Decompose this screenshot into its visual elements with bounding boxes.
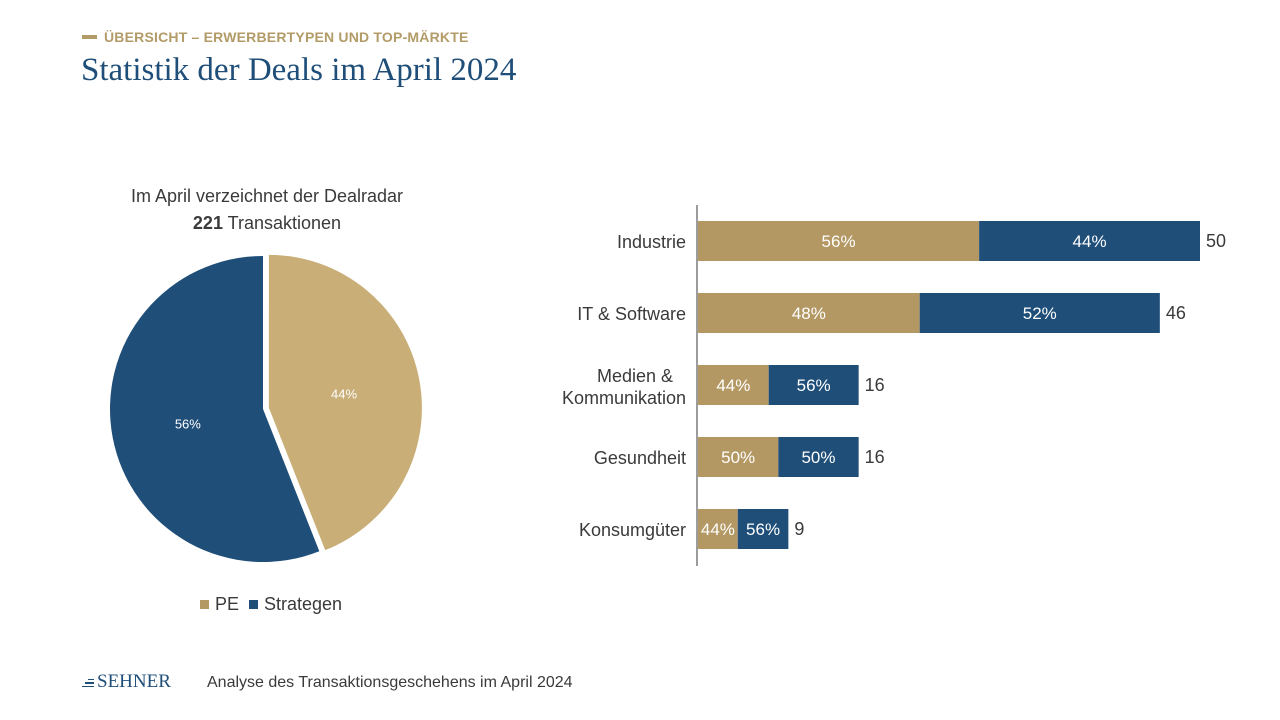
bar-segment-label: 56% [746,520,780,539]
bar-segment-label: 44% [716,376,750,395]
bar-segment-pe [698,293,920,333]
pie-chart: 44% 56% [109,254,422,562]
transaction-suffix: Transaktionen [227,213,342,233]
bar-segment-strategen [919,293,1160,333]
bar-segment-label: 48% [792,304,826,323]
pie-label-pe: 44% [331,387,357,402]
bar-segment-strategen [979,221,1200,261]
bar-segment-pe [698,365,769,405]
logo-lines-icon [82,677,94,688]
bar-category-label: Medien & Kommunikation [562,366,686,408]
bar-category-label: Industrie [617,232,686,252]
kicker-bar [82,35,97,39]
bar-chart: Industrie 56% 44% 50 IT & Software 48% 52% 46 Me… [562,205,1226,566]
transaction-count: 221 [192,213,223,233]
bar-total-label: 16 [865,447,885,467]
footer-text: Analyse des Transaktionsgeschehens im Ap… [207,674,573,691]
bar-segment-label: 56% [822,232,856,251]
pie-label-strategen: 56% [175,416,201,431]
bar-total-label: 50 [1206,231,1226,251]
page-title: Statistik der Deals im April 2024 [81,52,517,88]
bar-segment-strategen [737,509,789,549]
bar-segment-pe [698,509,738,549]
pie-caption-line2: 221 Transaktionen [107,210,427,237]
bar-segment-pe [698,437,779,477]
bar-segment-label: 50% [801,448,835,467]
legend-label-strategen: Strategen [264,594,343,614]
logo-text: SEHNER [97,671,171,692]
bar-segment-label: 44% [701,520,735,539]
bar-category-label-line: Kommunikation [562,388,686,408]
bar-segment-label: 56% [797,376,831,395]
pie-slice-strategen [109,256,320,562]
bar-segment-label: 50% [721,448,755,467]
kicker-text: ÜBERSICHT – ERWERBERTYPEN UND TOP-MÄRKTE [104,29,469,45]
legend-item-strategen: Strategen [249,594,342,615]
legend-swatch-strategen [249,600,259,609]
bar-category-label: Konsumgüter [579,520,686,540]
bar-category-label: IT & Software [577,304,686,324]
legend-label-pe: PE [215,594,240,614]
bar-segment-pe [698,221,980,261]
sehner-logo: SEHNER [82,671,171,693]
bar-segment-strategen [778,437,859,477]
bar-category-label: Gesundheit [594,448,686,468]
bar-category-label-line: Medien & [597,366,673,386]
chart-legend: PE Strategen [200,594,352,615]
bar-total-label: 16 [865,375,885,395]
legend-item-pe: PE [200,594,239,615]
bar-segment-strategen [768,365,859,405]
bar-total-label: 46 [1166,303,1186,323]
bar-total-label: 9 [794,519,804,539]
bar-segment-label: 44% [1073,232,1107,251]
pie-slice-pe [268,254,422,551]
section-kicker: ÜBERSICHT – ERWERBERTYPEN UND TOP-MÄRKTE [82,29,469,45]
pie-caption: Im April verzeichnet der Dealradar 221 T… [107,183,427,237]
pie-caption-line1: Im April verzeichnet der Dealradar [130,186,404,206]
bar-segment-label: 52% [1023,304,1057,323]
legend-swatch-pe [200,600,209,609]
